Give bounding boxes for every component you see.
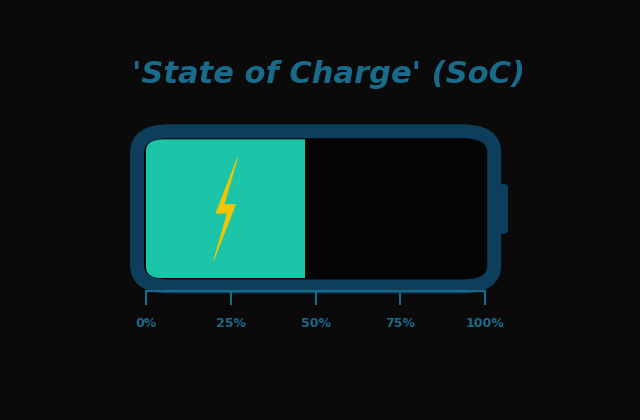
FancyBboxPatch shape [137, 131, 494, 286]
Text: 50%: 50% [301, 317, 331, 330]
FancyBboxPatch shape [494, 184, 508, 234]
Polygon shape [214, 158, 237, 260]
Text: 'State of Charge' (SoC): 'State of Charge' (SoC) [131, 60, 525, 89]
Text: 100%: 100% [466, 317, 504, 330]
Text: 25%: 25% [216, 317, 246, 330]
Text: 75%: 75% [385, 317, 415, 330]
Bar [146, 139, 305, 278]
Text: 0%: 0% [135, 317, 157, 330]
